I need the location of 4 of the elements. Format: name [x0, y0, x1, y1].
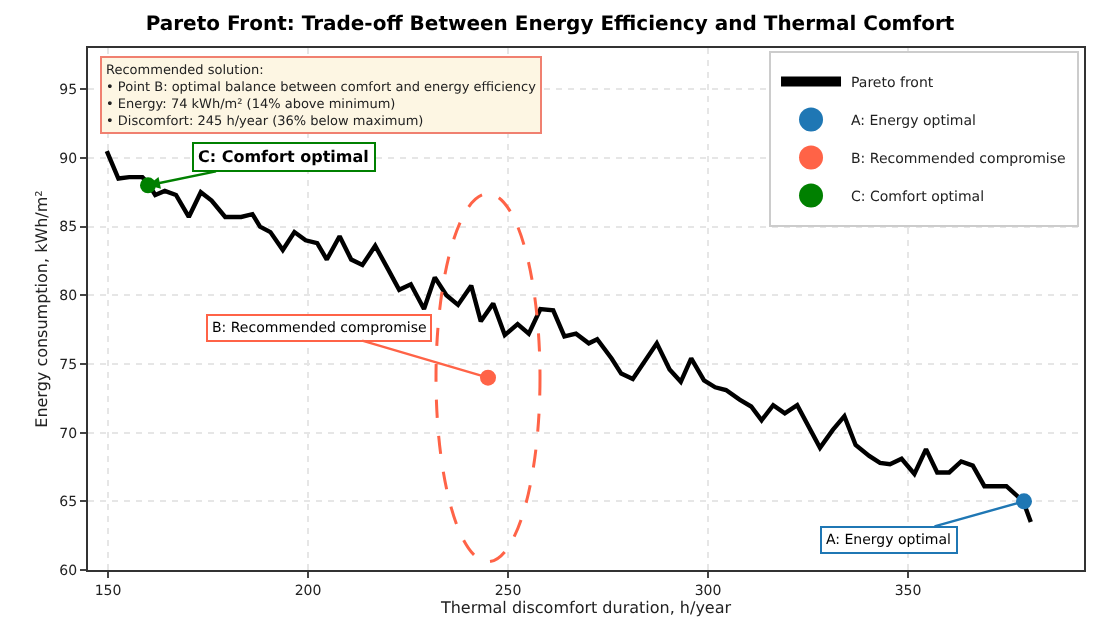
annotation: C: Comfort optimal: [198, 148, 370, 166]
y-axis-title: Energy consumption, kWh/m²: [32, 190, 51, 428]
chart-title: Pareto Front: Trade-off Between Energy Efficiency and Thermal Comfort: [145, 14, 955, 37]
x-axis-title: Thermal discomfort duration, h/year: [438, 599, 733, 617]
